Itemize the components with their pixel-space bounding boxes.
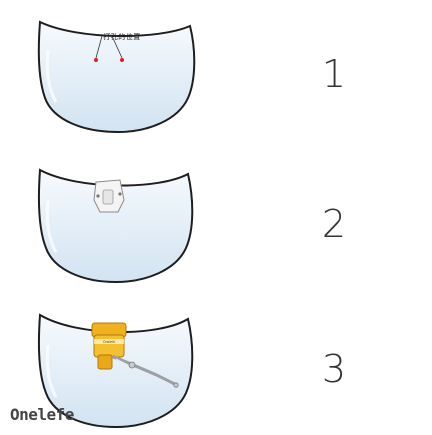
- mount-bracket-icon: [93, 179, 125, 213]
- yellow-clip-icon: Onelefe: [91, 322, 127, 370]
- metal-arm-icon: [112, 355, 179, 388]
- visor-shield-illustration: [37, 20, 196, 134]
- visor-shield-illustration: [37, 168, 194, 284]
- step-2: 2: [0, 160, 432, 290]
- step-number: 1: [321, 52, 347, 96]
- drill-hole-marker: [94, 58, 98, 62]
- drill-position-caption: 打孔的位置: [103, 34, 141, 41]
- drill-hole-marker: [120, 58, 124, 62]
- pointer-line: [95, 35, 103, 59]
- brand-watermark: Onelefe: [10, 405, 74, 424]
- pointer-line: [111, 35, 123, 59]
- visor-shield-illustration: Onelefe: [37, 313, 194, 429]
- step-1: 打孔的位置 1: [0, 10, 432, 140]
- clip-label: Onelefe: [103, 340, 115, 344]
- step-number: 2: [321, 202, 347, 246]
- step-3: Onelefe 3: [0, 305, 432, 435]
- step-number: 3: [321, 347, 347, 391]
